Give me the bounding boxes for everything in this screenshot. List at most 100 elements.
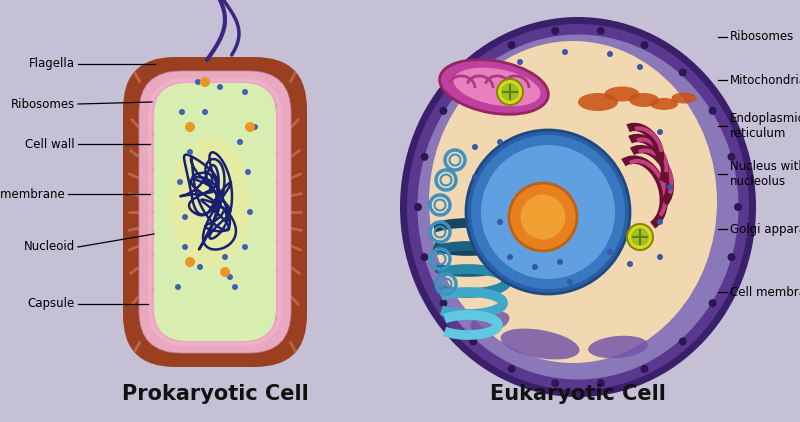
Ellipse shape: [507, 254, 513, 260]
Ellipse shape: [222, 254, 228, 260]
Ellipse shape: [454, 68, 541, 106]
Ellipse shape: [227, 274, 233, 280]
Ellipse shape: [605, 87, 639, 102]
Ellipse shape: [637, 64, 643, 70]
Ellipse shape: [232, 284, 238, 290]
Ellipse shape: [497, 219, 503, 225]
Ellipse shape: [551, 27, 559, 35]
Ellipse shape: [641, 365, 649, 373]
Text: Cell membrane: Cell membrane: [730, 286, 800, 298]
Ellipse shape: [217, 84, 223, 90]
Ellipse shape: [509, 183, 577, 251]
Ellipse shape: [245, 122, 255, 132]
Ellipse shape: [421, 153, 429, 161]
Ellipse shape: [440, 60, 548, 114]
Ellipse shape: [678, 68, 686, 76]
Ellipse shape: [245, 169, 251, 175]
Ellipse shape: [407, 24, 749, 390]
Text: Nucleus with
nucleolus: Nucleus with nucleolus: [730, 160, 800, 188]
Ellipse shape: [521, 195, 566, 240]
Ellipse shape: [734, 203, 742, 211]
Ellipse shape: [597, 27, 605, 35]
Ellipse shape: [182, 214, 188, 220]
Ellipse shape: [466, 130, 630, 294]
Text: Nucleoid: Nucleoid: [24, 241, 75, 254]
Ellipse shape: [429, 41, 717, 363]
Ellipse shape: [657, 254, 663, 260]
Ellipse shape: [551, 379, 559, 387]
Text: Flagella: Flagella: [29, 57, 75, 70]
Ellipse shape: [678, 338, 686, 346]
Ellipse shape: [667, 184, 673, 190]
Ellipse shape: [497, 79, 523, 105]
Ellipse shape: [197, 264, 203, 270]
Text: Capsule: Capsule: [28, 298, 75, 311]
Ellipse shape: [597, 379, 605, 387]
Ellipse shape: [497, 139, 503, 145]
Ellipse shape: [185, 122, 195, 132]
Text: Golgi apparatus: Golgi apparatus: [730, 222, 800, 235]
Ellipse shape: [650, 98, 678, 110]
Ellipse shape: [418, 35, 738, 379]
Ellipse shape: [727, 153, 735, 161]
Ellipse shape: [252, 124, 258, 130]
Ellipse shape: [671, 92, 697, 103]
Ellipse shape: [414, 203, 422, 211]
Ellipse shape: [627, 261, 633, 267]
Ellipse shape: [400, 17, 756, 397]
Ellipse shape: [507, 365, 515, 373]
Ellipse shape: [439, 299, 447, 307]
Ellipse shape: [557, 259, 563, 265]
Ellipse shape: [501, 329, 579, 360]
Text: Eukaryotic Cell: Eukaryotic Cell: [490, 384, 666, 404]
Ellipse shape: [578, 93, 618, 111]
Ellipse shape: [237, 139, 243, 145]
Ellipse shape: [242, 244, 248, 250]
Ellipse shape: [202, 109, 208, 115]
Ellipse shape: [472, 174, 478, 180]
Ellipse shape: [195, 79, 201, 85]
Ellipse shape: [709, 299, 717, 307]
Ellipse shape: [472, 144, 478, 150]
Ellipse shape: [517, 59, 523, 65]
Text: Cell membrane: Cell membrane: [0, 187, 65, 200]
Text: Ribosomes: Ribosomes: [730, 30, 794, 43]
Text: Prokaryotic Cell: Prokaryotic Cell: [122, 384, 308, 404]
Ellipse shape: [175, 284, 181, 290]
Ellipse shape: [439, 107, 447, 115]
Ellipse shape: [170, 137, 250, 267]
Ellipse shape: [470, 311, 510, 333]
Ellipse shape: [727, 253, 735, 261]
Ellipse shape: [629, 93, 659, 107]
Ellipse shape: [507, 41, 515, 49]
Ellipse shape: [501, 83, 519, 101]
Text: Endoplasmic
reticulum: Endoplasmic reticulum: [730, 112, 800, 140]
Ellipse shape: [627, 224, 653, 250]
Ellipse shape: [421, 253, 429, 261]
Ellipse shape: [470, 338, 478, 346]
Ellipse shape: [709, 107, 717, 115]
Text: Mitochondria: Mitochondria: [730, 73, 800, 87]
Ellipse shape: [242, 89, 248, 95]
Ellipse shape: [177, 179, 183, 185]
Ellipse shape: [641, 41, 649, 49]
Ellipse shape: [187, 149, 193, 155]
Ellipse shape: [567, 279, 573, 285]
Ellipse shape: [631, 228, 649, 246]
Text: Cell wall: Cell wall: [26, 138, 75, 151]
Ellipse shape: [247, 209, 253, 215]
Ellipse shape: [657, 129, 663, 135]
Ellipse shape: [220, 267, 230, 277]
Ellipse shape: [481, 145, 615, 279]
Ellipse shape: [532, 264, 538, 270]
FancyBboxPatch shape: [139, 71, 291, 353]
Ellipse shape: [607, 51, 613, 57]
Ellipse shape: [470, 68, 478, 76]
Ellipse shape: [562, 49, 568, 55]
Ellipse shape: [588, 336, 648, 358]
Ellipse shape: [200, 77, 210, 87]
Ellipse shape: [657, 219, 663, 225]
FancyBboxPatch shape: [123, 57, 307, 367]
Ellipse shape: [182, 244, 188, 250]
Text: Ribosomes: Ribosomes: [10, 97, 75, 111]
